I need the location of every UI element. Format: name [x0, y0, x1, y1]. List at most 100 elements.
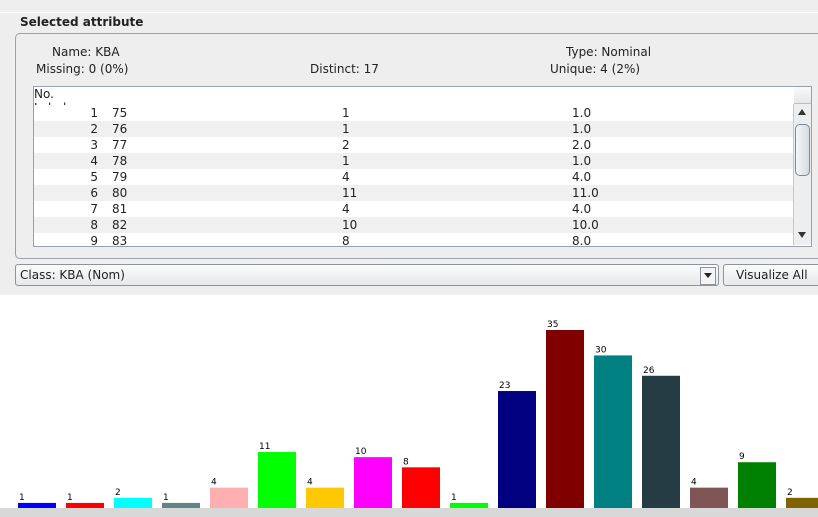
table-row: 8 82 10 10.0	[34, 217, 794, 233]
histogram-bar	[450, 502, 488, 508]
bar-label: 4	[211, 478, 217, 488]
table-cell: 7	[90, 202, 98, 216]
attr-type: Type: Nominal	[566, 45, 652, 59]
histogram-bar	[210, 487, 248, 508]
histogram-bar	[498, 391, 536, 508]
scroll-down[interactable]	[798, 232, 806, 238]
panel-border	[15, 33, 818, 259]
table-cell: 11	[342, 186, 358, 200]
attr-name: Name: KBA	[52, 45, 120, 59]
table-cell: 10.0	[572, 218, 599, 232]
bar-label: 9	[739, 452, 745, 462]
bar-label: 23	[499, 381, 510, 391]
scrollbar[interactable]	[793, 104, 811, 245]
table-row: 5 79 4 4.0	[34, 169, 794, 185]
bar-label: 1	[163, 493, 169, 503]
table-cell: 8.0	[572, 234, 592, 247]
table-row: 1 75 1 1.0	[34, 105, 794, 121]
histogram-bar	[66, 502, 104, 508]
table-cell: 1	[342, 122, 350, 136]
table-cell: 3	[90, 138, 98, 152]
table-cell: 1	[342, 106, 350, 120]
table-cell: 4	[342, 170, 350, 184]
scroll-thumb[interactable]	[795, 124, 810, 176]
table-cell: 83	[112, 234, 128, 247]
table-cell: 8	[90, 218, 98, 232]
histogram-base	[0, 508, 818, 517]
bar-label: 1	[451, 493, 457, 503]
table-cell: 77	[112, 138, 128, 152]
histogram-bar	[690, 487, 728, 508]
table-cell: 9	[90, 234, 98, 247]
attr-distinct: Distinct: 17	[310, 62, 379, 76]
table-row: 4 78 1 1.0	[34, 153, 794, 169]
bar-label: 1	[67, 493, 73, 503]
histogram-bar	[786, 497, 818, 508]
histogram-bar	[18, 502, 56, 508]
bar-label: 35	[547, 320, 558, 330]
table-cell: 4	[90, 154, 98, 168]
table-cell: 2.0	[572, 138, 592, 152]
bar-label: 11	[259, 442, 270, 452]
bar-label: 1	[19, 493, 25, 503]
table-row: 7 81 4 4.0	[34, 201, 794, 217]
table-cell: 1.0	[572, 122, 592, 136]
table-cell: 10	[342, 218, 358, 232]
column-header: No.	[34, 87, 54, 101]
bar-label: 4	[691, 478, 697, 488]
histogram-bar	[402, 467, 440, 508]
attribute-table[interactable]: No.LabelCountWeight17511.027611.037722.0…	[33, 86, 812, 247]
table-cell: 76	[112, 122, 128, 136]
table-cell: 4.0	[572, 202, 592, 216]
bar-label: 10	[355, 447, 367, 457]
class-dropdown[interactable]: Class: KBA (Nom)	[15, 264, 719, 286]
histogram-bar	[354, 457, 392, 508]
table-cell: 5	[90, 170, 98, 184]
table-cell: 11.0	[572, 186, 599, 200]
table-cell: 80	[112, 186, 128, 200]
histogram-bar	[306, 487, 344, 508]
table-cell: 6	[90, 186, 98, 200]
table-cell: 4.0	[572, 170, 592, 184]
table-cell: 82	[112, 218, 128, 232]
histogram-bar	[114, 497, 152, 508]
histogram-bar	[162, 502, 200, 508]
table-cell: 81	[112, 202, 128, 216]
histogram-bar	[258, 452, 296, 508]
table-cell: 75	[112, 106, 128, 120]
separator	[0, 12, 818, 13]
table-cell: 1	[342, 154, 350, 168]
scroll-up[interactable]	[798, 109, 806, 115]
header-filler	[794, 87, 811, 104]
bar-label: 8	[403, 457, 409, 467]
table-row: 3 77 2 2.0	[34, 137, 794, 153]
bar-label: 4	[307, 478, 313, 488]
histogram-bar	[642, 375, 680, 508]
table-cell: 79	[112, 170, 128, 184]
dropdown-arrow[interactable]	[700, 267, 716, 285]
visualize-all-button[interactable]: Visualize All	[723, 264, 818, 286]
panel-title: Selected attribute	[20, 15, 144, 29]
bar-label: 2	[115, 488, 121, 498]
table-cell: 2	[342, 138, 350, 152]
table-row: 2 76 1 1.0	[34, 121, 794, 137]
table-cell: 4	[342, 202, 350, 216]
histogram-bar	[594, 355, 632, 508]
bar-label: 30	[595, 345, 607, 355]
histogram-bar	[738, 462, 776, 508]
table-cell: 1.0	[572, 154, 592, 168]
class-label: Class: KBA (Nom)	[20, 268, 125, 282]
table-row: 6 80 11 11.0	[34, 185, 794, 201]
table-cell: 8	[342, 234, 350, 247]
table-cell: 78	[112, 154, 128, 168]
attr-unique: Unique: 4 (2%)	[550, 62, 641, 76]
attr-missing: Missing: 0 (0%)	[36, 62, 129, 76]
table-cell: 1.0	[572, 106, 592, 120]
bar-label: 26	[643, 366, 655, 376]
table-cell: 1	[90, 106, 98, 120]
table-row: 9 83 8 8.0	[34, 233, 794, 247]
histogram-bar	[546, 330, 584, 508]
table-cell: 2	[90, 122, 98, 136]
